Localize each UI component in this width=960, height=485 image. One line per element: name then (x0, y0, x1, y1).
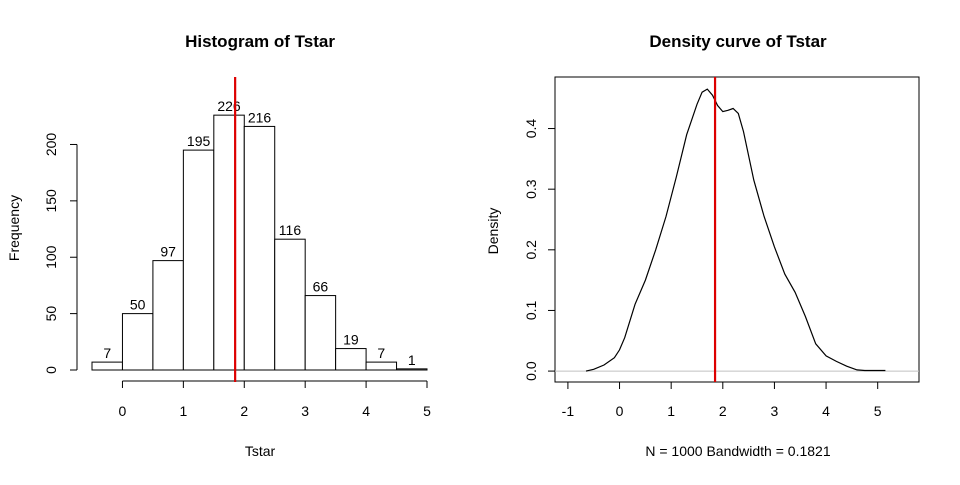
density-x-tick-label: -1 (562, 403, 575, 419)
density-y-axis: 0.0 0.1 0.2 0.3 0.4 (523, 119, 555, 381)
histogram-bar (91, 361, 123, 371)
density-x-axis-label: N = 1000 Bandwidth = 0.1821 (645, 443, 830, 459)
histogram-bar-label: 216 (248, 109, 272, 125)
density-title: Density curve of Tstar (649, 32, 827, 51)
histogram-y-tick-label: 150 (43, 189, 59, 213)
histogram-x-tick-label: 0 (119, 403, 127, 419)
histogram-bar-label: 66 (313, 279, 329, 295)
histogram-bar (274, 238, 306, 371)
histogram-bar-label: 1 (408, 352, 416, 368)
density-x-tick-label: 5 (874, 403, 882, 419)
histogram-bars (91, 114, 428, 371)
histogram-x-tick-label: 5 (423, 403, 431, 419)
histogram-bar-label: 97 (160, 244, 176, 260)
density-y-tick-label: 0.3 (523, 179, 539, 199)
density-y-tick-label: 0.2 (523, 240, 539, 260)
histogram-bar-label: 7 (103, 345, 111, 361)
density-y-tick-label: 0.0 (523, 361, 539, 381)
histogram-bar-label: 116 (279, 222, 302, 238)
density-x-tick-label: 0 (616, 403, 624, 419)
density-y-axis-label: Density (485, 208, 501, 255)
histogram-bar (213, 114, 245, 371)
histogram-bar (182, 149, 215, 371)
histogram-x-axis-label: Tstar (245, 443, 276, 459)
histogram-bar-label: 7 (377, 345, 385, 361)
density-x-tick-label: 4 (822, 403, 830, 419)
histogram-bar (243, 125, 276, 371)
histogram-title: Histogram of Tstar (185, 32, 335, 51)
density-panel: Density curve of Tstar N = 1000 Bandwidt… (485, 32, 920, 459)
histogram-bar-label: 19 (343, 332, 359, 348)
histogram-y-tick-label: 100 (43, 245, 59, 269)
histogram-bar (365, 361, 398, 371)
histogram-bar-label: 226 (217, 98, 241, 114)
histogram-panel: Histogram of Tstar Tstar Frequency 75097… (6, 32, 431, 459)
density-y-tick-label: 0.4 (523, 119, 539, 139)
histogram-x-tick-label: 3 (301, 403, 309, 419)
histogram-bar (335, 348, 367, 371)
histogram-bar-label: 195 (187, 133, 211, 149)
histogram-bar (396, 368, 428, 371)
density-y-tick-label: 0.1 (523, 301, 539, 321)
histogram-x-axis: 0 1 2 3 4 5 (119, 380, 431, 419)
histogram-y-tick-label: 50 (43, 306, 59, 322)
density-x-tick-label: 1 (667, 403, 675, 419)
density-curve (585, 88, 886, 372)
histogram-bar-label: 50 (130, 297, 146, 313)
histogram-y-tick-label: 0 (43, 366, 59, 374)
density-x-tick-label: 2 (719, 403, 727, 419)
histogram-y-tick-label: 200 (43, 133, 59, 157)
density-curve-group (585, 88, 886, 372)
histogram-x-tick-label: 2 (240, 403, 248, 419)
histogram-bar (152, 260, 184, 371)
histogram-y-axis-label: Frequency (6, 195, 22, 261)
histogram-y-axis: 0 50 100 150 200 (43, 133, 78, 374)
density-x-axis: -1 0 1 2 3 4 5 (562, 381, 882, 419)
histogram-x-tick-label: 4 (362, 403, 370, 419)
histogram-bar (121, 313, 154, 371)
histogram-x-tick-label: 1 (179, 403, 187, 419)
histogram-bar (304, 295, 337, 371)
density-plot-frame (554, 76, 920, 383)
density-x-tick-label: 3 (771, 403, 779, 419)
histogram-bar-labels: 7 50 97 195 226 216 116 66 19 7 1 (103, 98, 416, 368)
